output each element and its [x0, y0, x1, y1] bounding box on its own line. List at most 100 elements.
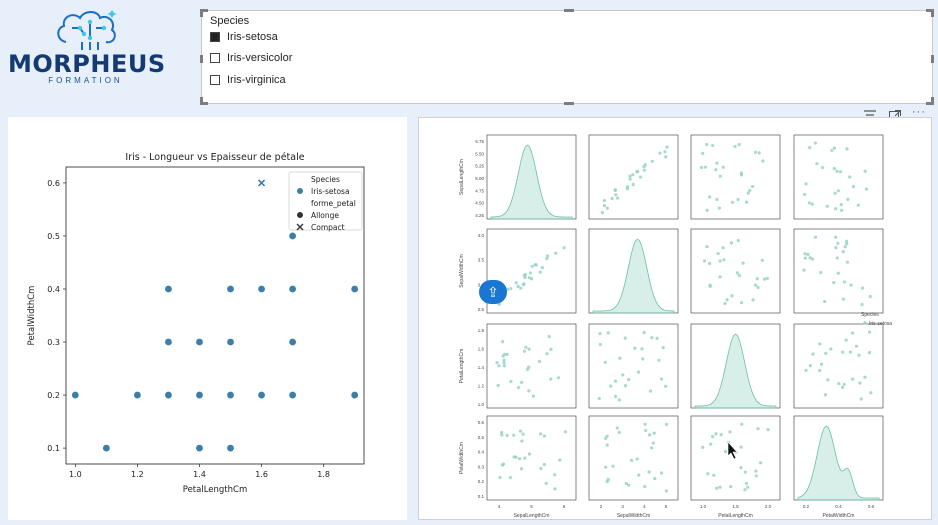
data-point-allonge: [289, 391, 297, 399]
pair-point: [803, 252, 807, 256]
legend-title: Species: [861, 312, 879, 318]
pair-point: [500, 463, 505, 467]
pair-point: [650, 446, 654, 450]
pair-point: [869, 391, 873, 395]
pair-point: [867, 351, 872, 355]
pair-point: [516, 385, 521, 390]
resize-handle[interactable]: [931, 9, 934, 17]
pair-point: [753, 283, 758, 287]
pair-point: [844, 239, 849, 243]
resize-handle[interactable]: [564, 102, 574, 105]
pair-point: [623, 336, 627, 340]
pair-point: [553, 487, 557, 491]
pair-point: [841, 250, 845, 254]
upload-icon[interactable]: ⇪: [479, 280, 507, 304]
pair-point: [736, 197, 740, 202]
pair-point: [701, 151, 705, 156]
pair-point: [606, 477, 610, 482]
pair-point: [621, 373, 625, 377]
pair-point: [531, 394, 536, 398]
pair-point: [528, 271, 533, 275]
pair-point: [833, 191, 837, 195]
pair-point: [725, 298, 729, 302]
col-variable-label: SepalLengthCm: [514, 513, 550, 519]
checkbox[interactable]: [210, 32, 220, 42]
checkbox[interactable]: [210, 75, 220, 85]
more-options-icon[interactable]: ···: [912, 106, 926, 118]
slicer-item-label: Iris-versicolor: [227, 52, 293, 64]
pair-point: [744, 200, 749, 204]
pair-point: [664, 384, 668, 388]
subplot-frame: [690, 415, 781, 501]
pair-point: [737, 143, 741, 147]
pair-point: [857, 353, 861, 357]
y-tick-label: 0.4: [47, 285, 60, 294]
pair-point: [615, 426, 619, 430]
pair-point: [626, 378, 631, 382]
resize-handle[interactable]: [926, 102, 934, 105]
resize-handle[interactable]: [926, 9, 934, 12]
slicer-item-iris-setosa[interactable]: Iris-setosa: [210, 30, 278, 44]
y-tick-label: 4.25: [475, 213, 484, 218]
pair-point: [819, 270, 823, 275]
y-tick-label: 0.1: [47, 444, 60, 453]
pair-point: [707, 261, 712, 266]
resize-handle[interactable]: [200, 9, 203, 17]
pair-point: [658, 151, 662, 155]
species-slicer[interactable]: Species Iris-setosa Iris-versicolor Iris…: [200, 9, 934, 105]
pair-point: [544, 481, 548, 485]
logo-subtitle: FORMATION: [48, 76, 123, 85]
pair-point: [603, 360, 607, 365]
slicer-item-iris-virginica[interactable]: Iris-virginica: [210, 73, 286, 87]
pair-point: [818, 342, 822, 346]
resize-handle[interactable]: [200, 9, 208, 12]
pairplot-visual[interactable]: 4.25 4.50 4.75 5.00 5.25 5.50 5.75 SepalLengthC…: [418, 117, 932, 520]
resize-handle[interactable]: [200, 102, 208, 105]
pair-point: [803, 256, 807, 260]
resize-handle[interactable]: [931, 55, 934, 63]
legend-marker: [296, 223, 304, 231]
y-tick-label: 0.5: [478, 435, 485, 440]
pair-point: [498, 475, 502, 480]
legend-subtitle: forme_petal: [311, 199, 356, 208]
pair-point: [722, 258, 726, 262]
resize-handle[interactable]: [564, 9, 574, 12]
pair-point: [746, 191, 750, 195]
row-variable-label: SepalWidthCm: [459, 254, 465, 287]
legend-box: [288, 171, 363, 231]
pair-point: [830, 148, 834, 153]
legend-marker: [297, 212, 303, 218]
pair-point: [505, 352, 509, 356]
pair-point: [538, 270, 542, 274]
pair-point: [844, 338, 848, 342]
x-tick-label: 4: [498, 504, 501, 509]
pair-point: [824, 351, 828, 355]
resize-handle[interactable]: [931, 97, 934, 105]
y-tick-label: 5.00: [475, 176, 484, 181]
y-tick-label: 5.75: [475, 139, 484, 144]
pair-point: [520, 380, 524, 384]
pair-point: [598, 331, 602, 336]
pair-point: [643, 484, 647, 489]
pair-point: [628, 177, 632, 181]
pair-point: [664, 489, 669, 493]
data-point-allonge: [351, 285, 359, 293]
scatter-visual[interactable]: Iris - Longueur vs Epaisseur de pétale 1.…: [8, 117, 407, 520]
pair-point: [642, 168, 646, 172]
legend-entry: Iris-setosa: [311, 187, 350, 196]
resize-handle[interactable]: [200, 55, 203, 63]
checkbox[interactable]: [210, 53, 220, 63]
pair-point: [807, 201, 811, 205]
resize-handle[interactable]: [200, 97, 203, 105]
data-point-allonge: [102, 444, 110, 452]
pair-point: [761, 159, 765, 163]
subplot-frame: [793, 323, 884, 409]
slicer-item-iris-versicolor[interactable]: Iris-versicolor: [210, 51, 292, 65]
pair-point: [657, 358, 661, 362]
pair-point: [610, 196, 614, 201]
pair-point: [705, 208, 709, 212]
plot-frame: [65, 166, 365, 465]
pair-point: [760, 258, 764, 263]
subplot-frame: [486, 228, 577, 314]
pair-point: [753, 150, 758, 154]
